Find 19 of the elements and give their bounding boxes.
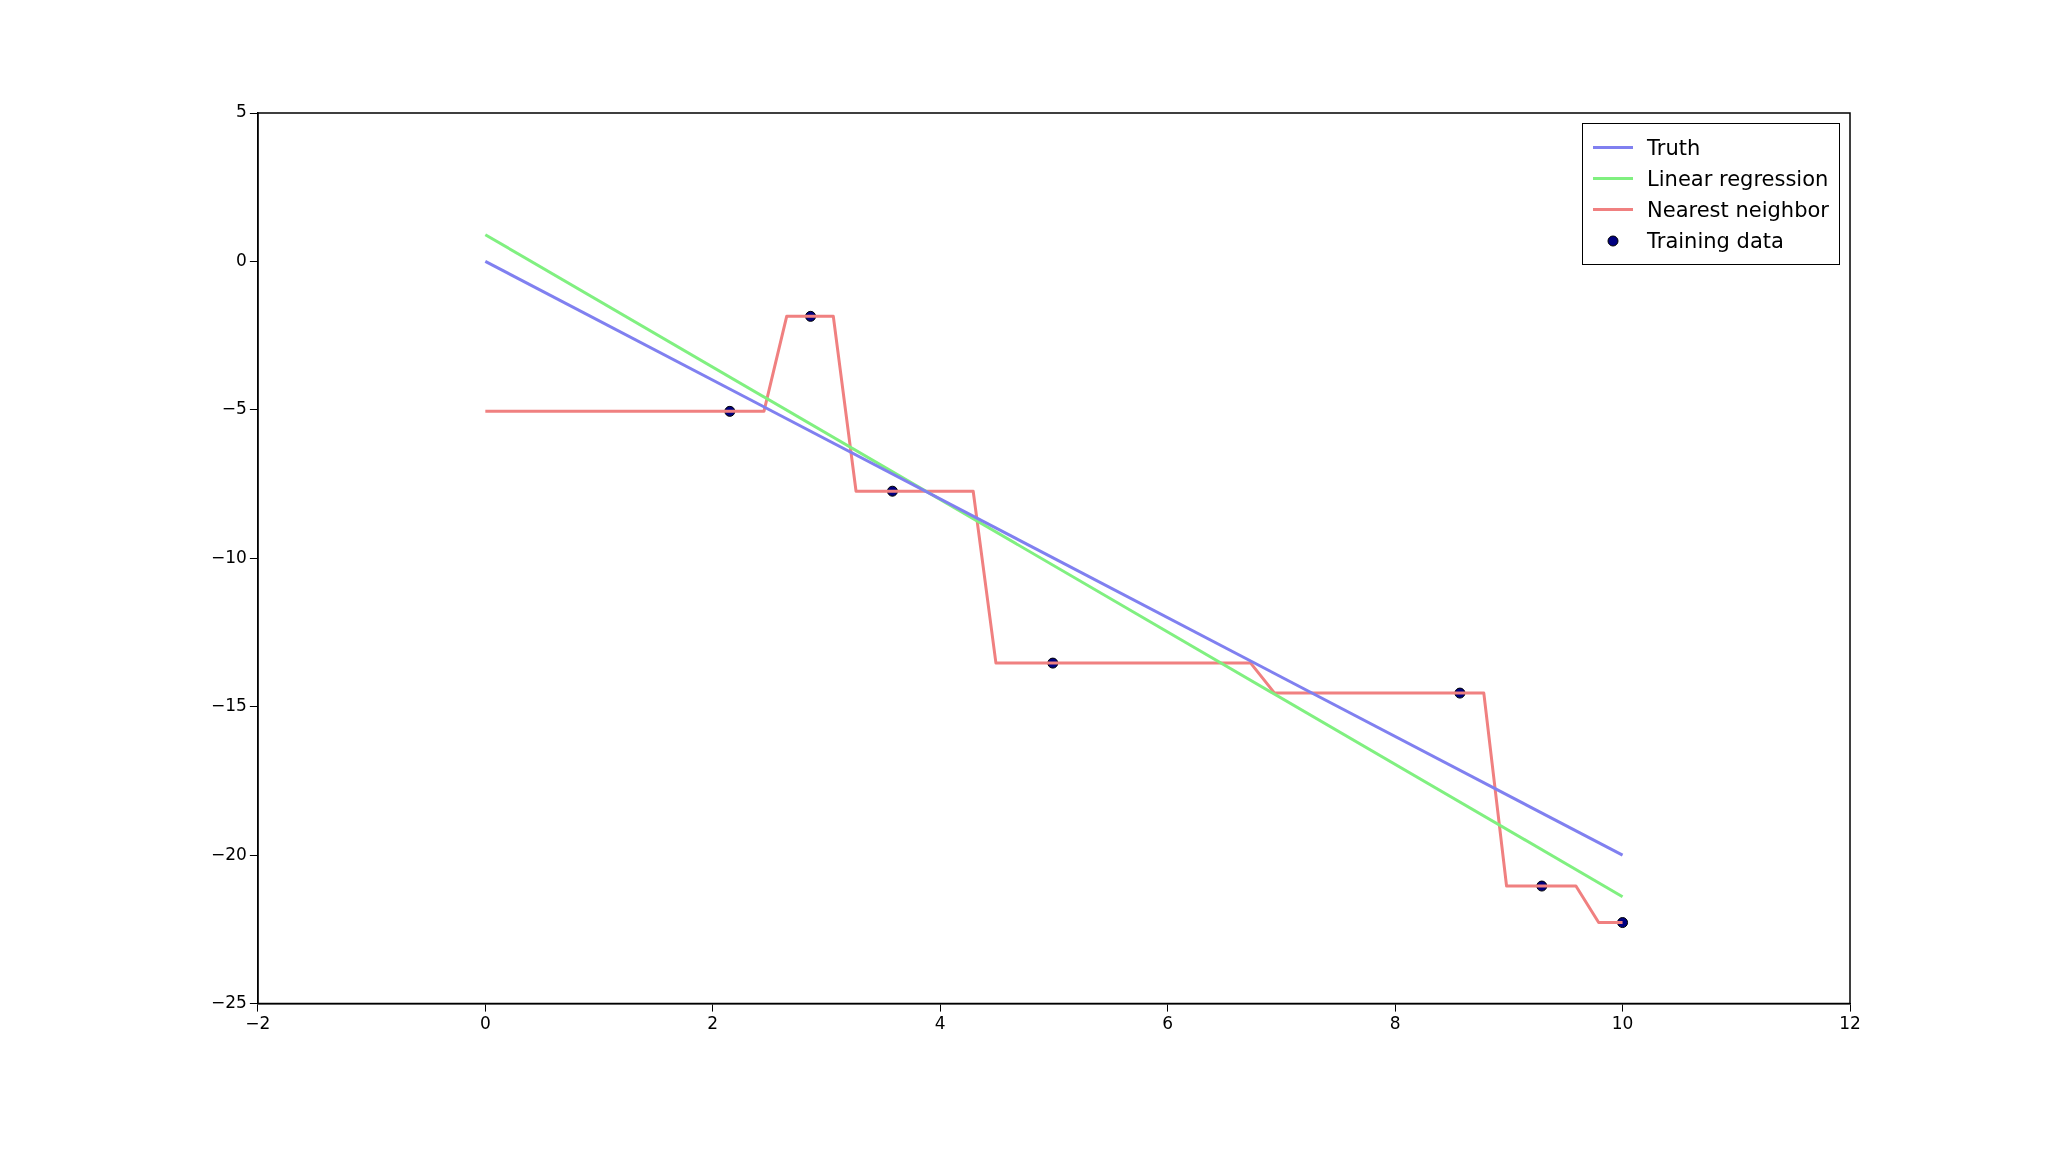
x-tick-label: 6: [1162, 1013, 1174, 1034]
y-tick-label: −25: [210, 992, 247, 1013]
x-tick-label: 12: [1839, 1013, 1861, 1034]
x-tick-label: −2: [245, 1013, 271, 1034]
legend-label: Linear regression: [1647, 166, 1829, 191]
x-tick-label: 8: [1389, 1013, 1401, 1034]
legend-label: Training data: [1647, 228, 1784, 253]
y-tick-label: −15: [210, 695, 247, 716]
x-tick-label: 10: [1611, 1013, 1634, 1034]
x-tick-label: 0: [479, 1013, 491, 1034]
y-tick-label: −20: [210, 843, 247, 864]
y-tick-label: −10: [210, 546, 247, 567]
legend-label: Nearest neighbor: [1647, 197, 1829, 222]
y-tick-label: 5: [236, 101, 247, 122]
legend-label: Truth: [1647, 135, 1701, 160]
x-tick-label: 2: [707, 1013, 719, 1034]
y-tick-label: −5: [221, 398, 247, 419]
y-tick-label: 0: [236, 249, 247, 270]
x-tick-label: 4: [934, 1013, 946, 1034]
